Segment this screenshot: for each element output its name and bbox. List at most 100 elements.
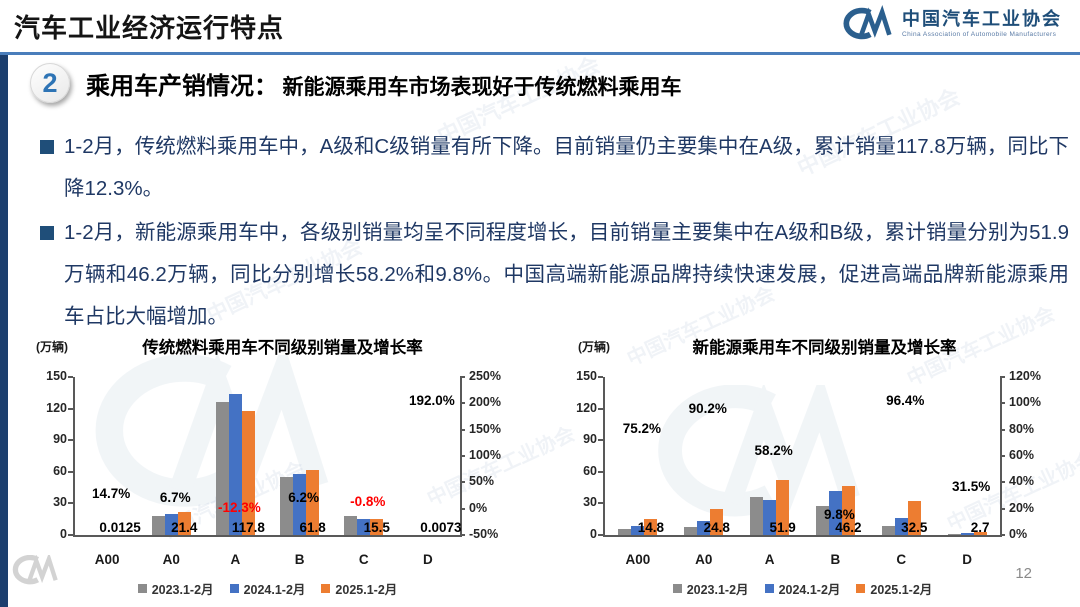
secondary-axis-tick <box>1000 481 1005 484</box>
bar-2024.1-2月-C <box>894 517 908 535</box>
bar-value-label: 21.4 <box>171 520 198 535</box>
bullet-2: 1-2月，新能源乘用车中，各级别销量均呈不同程度增长，目前销量主要集中在A级和B… <box>40 212 1069 338</box>
y-axis-tick-label: 120 <box>46 400 67 415</box>
growth-rate-label: -12.3% <box>218 500 261 516</box>
y-axis-tick-label: 60 <box>53 463 67 478</box>
bar-2023.1-2月-A <box>215 401 229 535</box>
bar-value-label: 0.0073 <box>420 520 462 535</box>
legend-item: 2025.1-2月 <box>856 579 932 598</box>
legend-item: 2023.1-2月 <box>672 579 749 598</box>
y-axis-tick-label: 30 <box>53 495 67 510</box>
y-axis-tick <box>598 376 603 378</box>
bar-2025.1-2月-A0 <box>177 512 191 535</box>
caam-logo: 中国汽车工业协会 China Association of Automobile… <box>832 4 1062 44</box>
secondary-axis-tick <box>460 481 465 484</box>
growth-rate-label: 192.0% <box>409 392 455 408</box>
logo-org-name: 中国汽车工业协会 <box>902 8 1062 29</box>
y-axis-tick <box>68 407 73 410</box>
bar-value-label: 2.7 <box>970 520 990 535</box>
secondary-axis-tick <box>1000 402 1005 405</box>
section-title: 乘用车产销情况： 新能源乘用车市场表现好于传统燃料乘用车 <box>86 66 681 101</box>
y-axis-tick <box>68 502 73 505</box>
growth-rate-label: 90.2% <box>688 401 727 417</box>
bar-2025.1-2月-B <box>306 469 320 535</box>
bar-2024.1-2月-D <box>960 532 974 535</box>
bar-2023.1-2月-A <box>750 497 764 535</box>
bar-2024.1-2月-B <box>293 473 307 535</box>
y-axis-tick <box>598 439 603 442</box>
bullet-square-icon <box>40 226 54 240</box>
bar-2023.1-2月-B <box>280 477 294 535</box>
chart-legend: 2023.1-2月 2024.1-2月 2025.1-2月 <box>605 579 1000 598</box>
bar-2025.1-2月-A <box>776 480 790 535</box>
legend-label: 2025.1-2月 <box>870 583 933 597</box>
legend-label: 2023.1-2月 <box>686 583 749 597</box>
y-axis-tick <box>598 470 603 473</box>
bar-value-label: 0.0125 <box>99 520 141 535</box>
bar-2025.1-2月-C <box>370 518 384 535</box>
section-title-main: 乘用车产销情况： <box>86 72 278 100</box>
secondary-axis-tick <box>1000 376 1005 378</box>
y-axis-tick-label: 90 <box>583 432 597 447</box>
bar-2025.1-2月-A <box>241 410 255 535</box>
growth-rate-label: 75.2% <box>622 420 662 436</box>
chart-title: 新能源乘用车不同级别销量及增长率 <box>692 339 957 357</box>
x-axis-category-label: A <box>764 552 775 567</box>
growth-rate-label: 14.7% <box>91 485 131 501</box>
section-number: 2 <box>42 67 58 98</box>
secondary-axis-tick-label: 100% <box>469 448 501 462</box>
bar-2023.1-2月-A0 <box>684 526 698 535</box>
secondary-axis-tick <box>460 534 465 536</box>
secondary-axis-tick-label: 250% <box>469 369 501 383</box>
legend-swatch-icon <box>137 584 147 593</box>
bar-2024.1-2月-A0 <box>164 513 178 535</box>
bar-value-label: 46.2 <box>835 520 862 535</box>
growth-rate-label: 9.8% <box>824 507 855 523</box>
legend-swatch-icon <box>229 584 239 593</box>
secondary-axis-tick-label: 20% <box>1009 500 1035 515</box>
legend-item: 2023.1-2月 <box>137 579 214 598</box>
y-axis-tick-label: 120 <box>576 400 597 415</box>
bar-2025.1-2月-A0 <box>710 508 724 535</box>
secondary-axis-tick-label: 0% <box>1009 527 1028 541</box>
x-axis-category-label: D <box>962 552 972 567</box>
x-axis-category-label: A0 <box>695 552 713 567</box>
secondary-axis-tick <box>1000 428 1005 431</box>
y-axis-tick <box>68 470 73 473</box>
chart-new-energy: (万辆) 新能源乘用车不同级别销量及增长率 150 120 90 60 30 0 120% 1… <box>572 332 1077 600</box>
secondary-axis-tick-label: 200% <box>469 395 501 410</box>
secondary-axis-tick <box>460 402 465 405</box>
bar-value-label: 32.5 <box>901 520 928 535</box>
axis-unit-label: (万辆) <box>578 340 610 354</box>
bar-2025.1-2月-B <box>841 486 855 535</box>
secondary-axis-tick <box>460 455 465 457</box>
bar-2024.1-2月-C <box>357 518 371 535</box>
bar-2024.1-2月-B <box>828 490 842 535</box>
bar-2025.1-2月-C <box>907 500 921 535</box>
bar-2024.1-2月-A00 <box>631 526 645 535</box>
x-axis-category-label: A <box>230 552 241 567</box>
y-axis-tick <box>598 502 603 505</box>
secondary-axis-tick <box>460 428 465 431</box>
y-axis-tick-label: 30 <box>583 495 597 510</box>
secondary-axis-tick <box>460 376 465 378</box>
chart-traditional-fuel: (万辆) 传统燃料乘用车不同级别销量及增长率 150 120 90 60 30 0 250%… <box>30 332 535 600</box>
y-axis-tick <box>598 534 603 536</box>
y-axis-tick <box>598 407 603 410</box>
slide-body: 中国汽车工业协会 中国汽车工业协会 中国汽车工业协会 中国汽车工业协会 中国汽车工业协会… <box>0 52 1080 607</box>
bar-value-label: 51.9 <box>769 520 796 535</box>
bar-2023.1-2月-C <box>344 516 358 535</box>
bar-value-label: 24.8 <box>703 520 730 535</box>
bar-2024.1-2月-A <box>228 393 242 535</box>
legend-item: 2025.1-2月 <box>321 579 397 598</box>
secondary-axis-tick-label: 40% <box>1009 474 1035 489</box>
y-axis-tick-label: 150 <box>576 369 597 383</box>
bar-2023.1-2月-A0 <box>151 515 165 535</box>
bar-2025.1-2月-D <box>973 532 987 535</box>
plot-area <box>603 377 1002 537</box>
secondary-axis-tick-label: 80% <box>1009 421 1035 436</box>
y-axis-tick-label: 60 <box>583 463 597 478</box>
bullet-2-text: 1-2月，新能源乘用车中，各级别销量均呈不同程度增长，目前销量主要集中在A级和B… <box>64 221 1069 328</box>
bar-value-label: 117.8 <box>231 520 265 535</box>
